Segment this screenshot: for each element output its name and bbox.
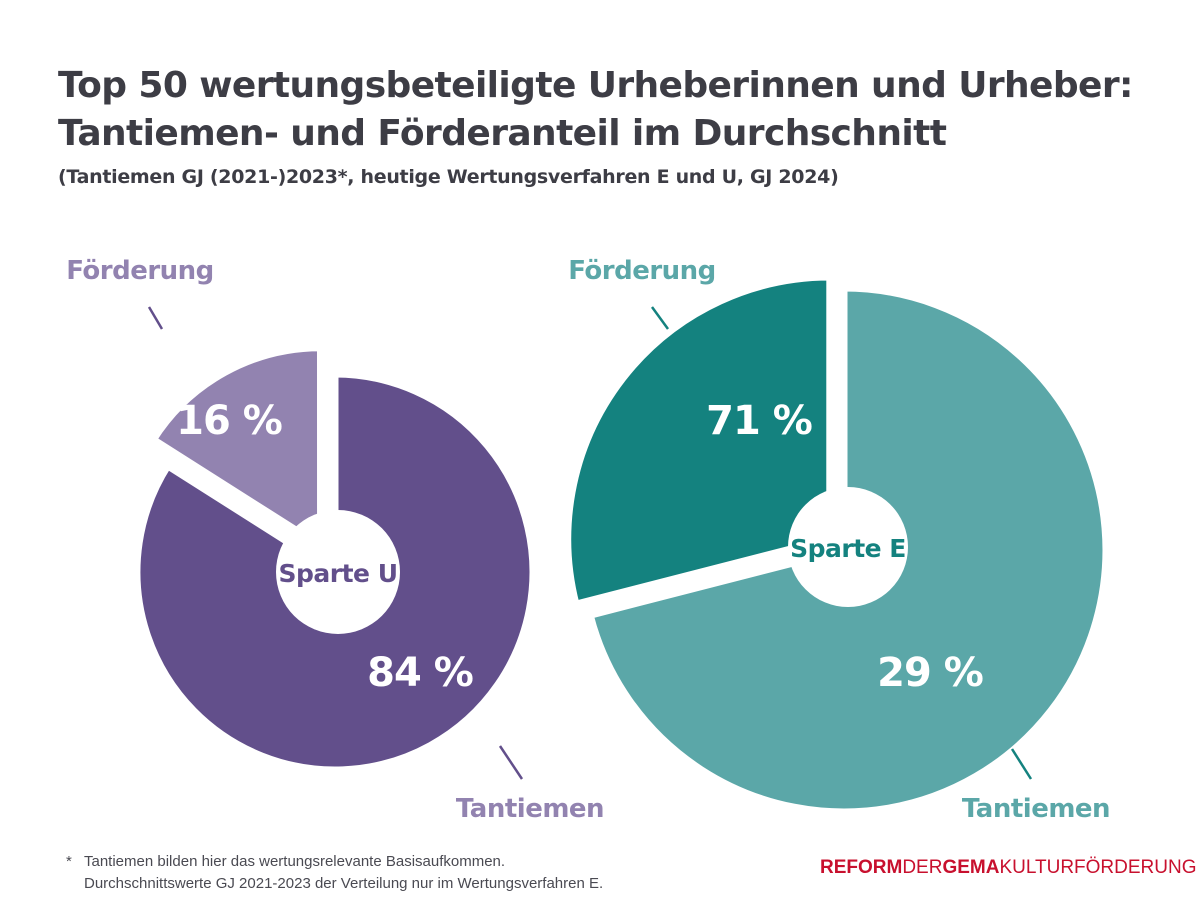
pie-0-category-label-1: Tantiemen <box>456 794 604 824</box>
pie-1-category-label-1: Tantiemen <box>962 794 1110 824</box>
footnote: * Tantiemen bilden hier das wertungsrele… <box>66 851 603 895</box>
chart-subtitle: (Tantiemen GJ (2021-)2023*, heutige Wert… <box>58 166 839 188</box>
footnote-line-2: Durchschnittswerte GJ 2021-2023 der Vert… <box>84 875 604 892</box>
pie-0-value-label-0: 16 % <box>176 398 282 444</box>
pie-1-value-label-1: 29 % <box>877 650 983 696</box>
pie-0-leader-line-0 <box>147 306 164 330</box>
title-line-1: Top 50 wertungsbeteiligte Urheberinnen u… <box>58 65 1133 106</box>
pie-1-center-hole <box>788 487 908 607</box>
pie-1-leader-line-1 <box>1010 748 1033 780</box>
pie-1-value-label-0: 71 % <box>706 398 812 444</box>
chart-title: Top 50 wertungsbeteiligte Urheberinnen u… <box>58 62 1133 158</box>
pie-1-center-title: Sparte E <box>790 534 906 563</box>
brand-part-3: GEMA <box>942 857 1000 878</box>
pie-1-leader-line-0 <box>650 306 670 330</box>
pie-0-center-hole <box>276 510 400 634</box>
pie-1-slice-1 <box>564 273 834 609</box>
footnote-line-1: Tantiemen bilden hier das wertungsreleva… <box>84 853 506 870</box>
pie-0-center-title: Sparte U <box>278 559 397 588</box>
pie-1-category-label-0: Förderung <box>568 256 716 286</box>
brand-part-4: KULTURFÖRDERUNG <box>999 857 1197 878</box>
pie-0-slice-0 <box>148 344 325 553</box>
brand-part-1: REFORM <box>820 857 903 878</box>
pie-0-leader-line-1 <box>498 745 524 780</box>
pie-0-category-label-0: Förderung <box>66 256 214 286</box>
pie-0-slice-1 <box>133 370 537 774</box>
brand-logo: REFORMDERGEMAKULTURFÖRDERUNG <box>820 857 1197 879</box>
pie-0-value-label-1: 84 % <box>367 650 473 696</box>
brand-part-2: DER <box>902 857 943 878</box>
footnote-marker: * <box>66 853 72 870</box>
title-line-2: Tantiemen- und Förderanteil im Durchschn… <box>58 113 947 154</box>
